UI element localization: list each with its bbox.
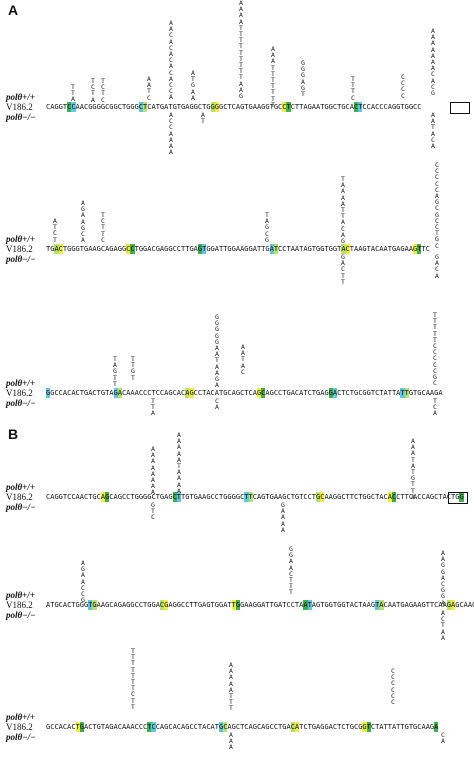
label-pol-wt: polθ+/+ (6, 234, 35, 244)
label-v186: V186.2 (6, 102, 33, 112)
row-labels: polθ+/+ V186.2 polθ−/− (6, 590, 36, 620)
mutation-stack: G G G G G A A T A A G A (215, 313, 219, 390)
label-pol-wt: polθ+/+ (6, 482, 35, 492)
panel-label-b: B (8, 426, 19, 442)
panel-b-row-2: polθ+/+ V186.2 polθ−/− ATGCACTGGGTGAAGCA… (0, 530, 474, 642)
mutation-stack: A T C T (53, 217, 57, 244)
sequence-line: CAGGTCCAACGGGGCGGCTGGGCTCATGATGTGAGGCTGG… (46, 102, 422, 112)
mutation-stack: G A C A (435, 253, 439, 280)
mutation-stack: A A A A A A A A (151, 445, 155, 497)
sequence-line: TGACTGGGTGAAGCAGAGGCCTGGACGAGGCCTTGAGTGG… (46, 244, 430, 254)
mutation-stack: A A T A C A (431, 111, 435, 151)
label-pol-wt: polθ+/+ (6, 590, 35, 600)
row-labels: polθ+/+ V186.2 polθ−/− (6, 482, 36, 512)
sequence-line: CAGGTCCAACTGCAGCAGCCTGGGGCTGAGCTTGTGAAGC… (46, 492, 464, 502)
mutation-stack: C A (215, 397, 219, 412)
mutation-stack: T T T C (351, 75, 355, 102)
mutation-stack: T C T A (91, 77, 95, 104)
mutation-stack: A T G A A (191, 69, 195, 102)
label-v186: V186.2 (6, 388, 33, 398)
sequence-line: ATGCACTGGGTGAAGCAGAGGCCTGGACGAGGCCTTGAGT… (46, 600, 474, 610)
mutation-stack: G A A A A (281, 501, 285, 534)
label-pol-ko: polθ−/− (6, 254, 36, 264)
row-labels: polθ+/+ V186.2 polθ−/− (6, 378, 36, 408)
label-v186: V186.2 (6, 600, 33, 610)
panel-b-row-1: polθ+/+ V186.2 polθ−/− CAGGTCCAACTGCAGCA… (0, 428, 474, 533)
mutation-stack: T T T T T C C C C C G C (433, 311, 437, 388)
panel-a-row-2: polθ+/+ V186.2 polθ−/− TGACTGGGTGAAGCAGA… (0, 142, 474, 285)
panel-a-row-1: polθ+/+ V186.2 polθ−/− CAGGTCCAACGGGGCGG… (0, 0, 474, 156)
label-pol-wt: polθ+/+ (6, 378, 35, 388)
codon-box (448, 492, 468, 504)
label-v186: V186.2 (6, 722, 33, 732)
mutation-stack: C C C C C C (391, 667, 395, 707)
label-v186: V186.2 (6, 492, 33, 502)
mutation-stack: T C A (433, 397, 437, 418)
mutation-stack: G G G A G T (301, 59, 305, 99)
mutation-stack: A A T A C (241, 343, 245, 376)
mutation-stack: T A G T T (113, 355, 117, 388)
mutation-stack: A T (201, 111, 205, 126)
mutation-stack: T T A (151, 397, 155, 418)
label-pol-wt: polθ+/+ (6, 92, 35, 102)
mutation-stack: T C T T C (101, 211, 105, 244)
label-pol-ko: polθ−/− (6, 398, 36, 408)
panel-b-row-3: polθ+/+ V186.2 polθ−/− GCCACACTGACTGTAGA… (0, 642, 474, 752)
mutation-stack: C C C C (401, 73, 405, 100)
mutation-stack: A A A T A T G T T A (411, 437, 415, 501)
mutation-stack: C A (441, 731, 445, 746)
mutation-stack: G G A A C T T T (289, 545, 293, 597)
mutation-stack: A A A A A A A C A C G (431, 27, 435, 98)
mutation-stack: T C T C (101, 77, 105, 104)
mutation-stack: T A G C G (265, 211, 269, 244)
mutation-stack: T T G T (131, 355, 135, 382)
mutation-stack: T A A A A T T A C A G (341, 175, 345, 246)
mutation-stack: A G A A G C A (81, 199, 85, 245)
mutation-stack: A G A A C C G (81, 559, 85, 605)
mutation-stack: A A A (229, 731, 233, 752)
label-v186: V186.2 (6, 244, 33, 254)
panel-a-row-3: polθ+/+ V186.2 polθ−/− GGCCACACTGACTGTAG… (0, 274, 474, 418)
sequence-line: GGCCACACTGACTGTAGACAAACCCTCCAGCACAGCCTAC… (46, 388, 443, 398)
label-pol-wt: polθ+/+ (6, 712, 35, 722)
panel-label-a: A (8, 2, 19, 18)
mutation-stack: G A C T T (341, 253, 345, 286)
mutation-stack: A A A A T T T T T T T T T A A G (239, 0, 243, 101)
row-labels: polθ+/+ V186.2 polθ−/− (6, 234, 36, 264)
label-pol-ko: polθ−/− (6, 732, 36, 742)
mutation-stack: T T T T T T T C T T (131, 647, 135, 711)
mutation-stack: A C T A A (441, 609, 445, 642)
mutation-stack: A C C A A A A (169, 111, 173, 157)
row-labels: polθ+/+ V186.2 polθ−/− (6, 92, 36, 122)
mutation-stack: A A A A A T A A A A (177, 431, 181, 495)
label-pol-ko: polθ−/− (6, 502, 36, 512)
sequence-line: GCCACACTGACTGTAGACAAACCCTCCAGCACAGCCTACA… (46, 722, 439, 732)
label-pol-ko: polθ−/− (6, 112, 36, 122)
label-pol-ko: polθ−/− (6, 610, 36, 620)
mutation-stack: G T C (151, 501, 155, 522)
mutation-stack: A A A A A T T T (229, 661, 233, 713)
row-labels: polθ+/+ V186.2 polθ−/− (6, 712, 36, 742)
mutation-stack: A A C A C A C A C A C C A (169, 19, 173, 102)
mutation-stack: A A T C (147, 75, 151, 102)
mutation-stack: C C C C C A G C G C C T G C (435, 161, 439, 250)
mutation-stack: A A G G A C G G A (441, 549, 445, 607)
mutation-stack: T T A (71, 83, 75, 104)
codon-box (450, 102, 470, 114)
mutation-stack: A A A T T T T T T T (271, 45, 275, 109)
